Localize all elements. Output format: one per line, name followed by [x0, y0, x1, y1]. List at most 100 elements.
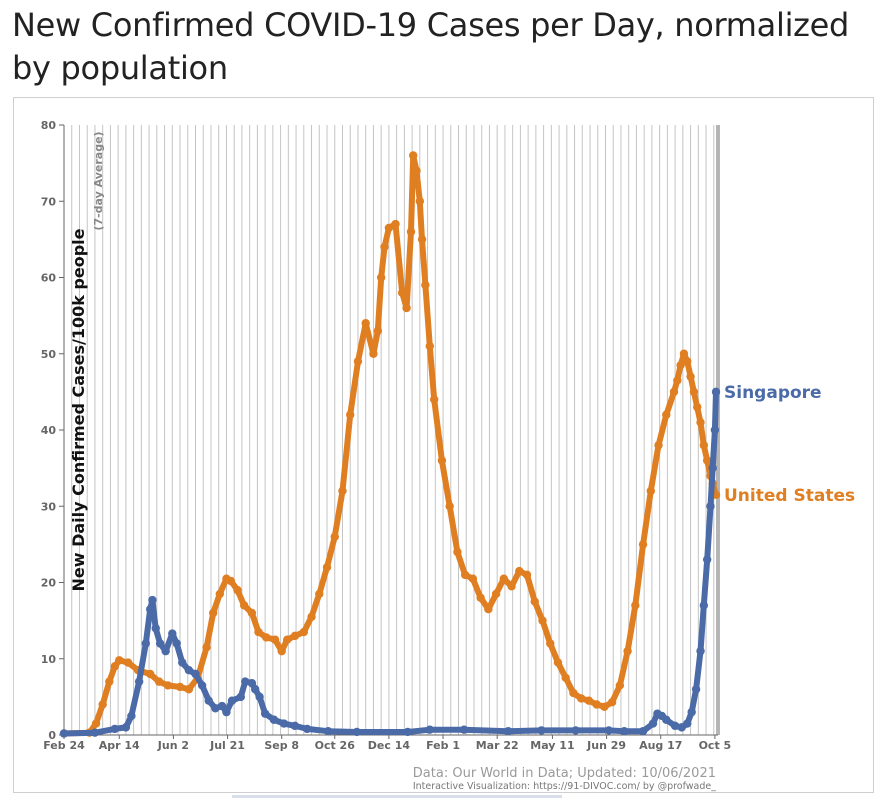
data-point[interactable]: [59, 729, 69, 738]
data-point[interactable]: [604, 726, 614, 735]
data-point[interactable]: [380, 242, 389, 252]
data-point[interactable]: [499, 574, 509, 583]
data-point[interactable]: [412, 166, 421, 175]
data-point[interactable]: [522, 570, 532, 580]
data-point[interactable]: [384, 223, 394, 233]
data-point[interactable]: [662, 410, 671, 419]
data-point[interactable]: [415, 197, 425, 206]
data-point[interactable]: [299, 627, 309, 637]
data-point[interactable]: [397, 288, 407, 297]
data-point[interactable]: [561, 673, 570, 683]
data-point[interactable]: [110, 724, 120, 734]
data-point[interactable]: [468, 574, 478, 583]
data-point[interactable]: [515, 566, 524, 576]
data-point[interactable]: [260, 709, 270, 718]
data-point[interactable]: [576, 694, 586, 703]
data-point[interactable]: [91, 719, 101, 728]
data-point[interactable]: [693, 402, 702, 412]
data-point[interactable]: [459, 725, 469, 734]
data-point[interactable]: [553, 658, 563, 667]
data-point[interactable]: [638, 726, 648, 736]
data-point[interactable]: [202, 643, 211, 652]
data-point[interactable]: [222, 707, 231, 717]
data-point[interactable]: [115, 656, 124, 665]
data-point[interactable]: [696, 646, 705, 656]
scrollbar-thumb[interactable]: [232, 795, 562, 798]
data-point[interactable]: [141, 639, 150, 648]
data-point[interactable]: [322, 563, 332, 572]
data-point[interactable]: [584, 696, 594, 705]
data-point[interactable]: [172, 639, 181, 648]
data-point[interactable]: [290, 721, 300, 731]
data-point[interactable]: [708, 463, 717, 473]
data-point[interactable]: [338, 486, 347, 496]
data-point[interactable]: [290, 631, 300, 641]
data-point[interactable]: [148, 595, 157, 605]
data-point[interactable]: [250, 685, 260, 694]
data-point[interactable]: [430, 395, 439, 404]
data-point[interactable]: [679, 349, 689, 358]
data-point[interactable]: [546, 639, 555, 648]
data-point[interactable]: [699, 441, 709, 450]
data-point[interactable]: [123, 658, 133, 667]
data-point[interactable]: [421, 280, 430, 290]
data-point[interactable]: [425, 725, 434, 734]
data-point[interactable]: [646, 486, 655, 496]
data-point[interactable]: [530, 597, 539, 606]
data-point[interactable]: [620, 726, 629, 736]
data-point[interactable]: [236, 692, 246, 702]
data-point[interactable]: [184, 665, 194, 675]
data-point[interactable]: [215, 589, 225, 599]
data-point[interactable]: [406, 227, 416, 236]
data-point[interactable]: [184, 685, 194, 694]
data-point[interactable]: [353, 357, 363, 366]
data-point[interactable]: [361, 319, 370, 328]
data-point[interactable]: [403, 727, 412, 737]
data-point[interactable]: [670, 721, 680, 731]
data-point[interactable]: [453, 547, 462, 557]
data-point[interactable]: [178, 658, 187, 667]
data-point[interactable]: [217, 701, 227, 711]
data-point[interactable]: [277, 646, 286, 656]
data-point[interactable]: [445, 502, 454, 511]
data-point[interactable]: [145, 669, 155, 679]
data-point[interactable]: [391, 219, 400, 229]
data-point[interactable]: [710, 425, 720, 435]
data-point[interactable]: [121, 723, 131, 732]
data-point[interactable]: [233, 585, 242, 595]
data-point[interactable]: [676, 360, 685, 370]
data-point[interactable]: [437, 456, 447, 465]
data-point[interactable]: [110, 662, 120, 671]
data-point[interactable]: [504, 726, 513, 736]
data-point[interactable]: [691, 685, 701, 694]
data-point[interactable]: [241, 677, 250, 686]
data-point[interactable]: [283, 635, 292, 644]
data-point[interactable]: [592, 700, 601, 709]
data-point[interactable]: [623, 646, 632, 656]
data-point[interactable]: [706, 502, 715, 511]
data-point[interactable]: [98, 700, 107, 709]
data-point[interactable]: [191, 669, 200, 679]
data-point[interactable]: [255, 692, 264, 702]
data-point[interactable]: [369, 349, 378, 358]
data-point[interactable]: [402, 303, 411, 313]
data-point[interactable]: [346, 410, 355, 419]
data-point[interactable]: [425, 341, 434, 351]
data-point[interactable]: [302, 724, 312, 734]
data-point[interactable]: [491, 589, 501, 599]
data-point[interactable]: [90, 728, 100, 737]
data-point[interactable]: [168, 629, 177, 638]
data-point[interactable]: [687, 707, 696, 717]
data-point[interactable]: [683, 719, 692, 728]
data-point[interactable]: [460, 570, 470, 580]
data-point[interactable]: [211, 704, 220, 713]
data-point[interactable]: [315, 589, 324, 599]
data-point[interactable]: [711, 387, 721, 397]
data-point[interactable]: [208, 608, 218, 618]
data-point[interactable]: [127, 711, 136, 721]
data-point[interactable]: [699, 601, 709, 610]
data-point[interactable]: [330, 532, 339, 541]
data-point[interactable]: [323, 726, 333, 736]
data-point[interactable]: [376, 273, 386, 282]
data-point[interactable]: [569, 688, 578, 698]
